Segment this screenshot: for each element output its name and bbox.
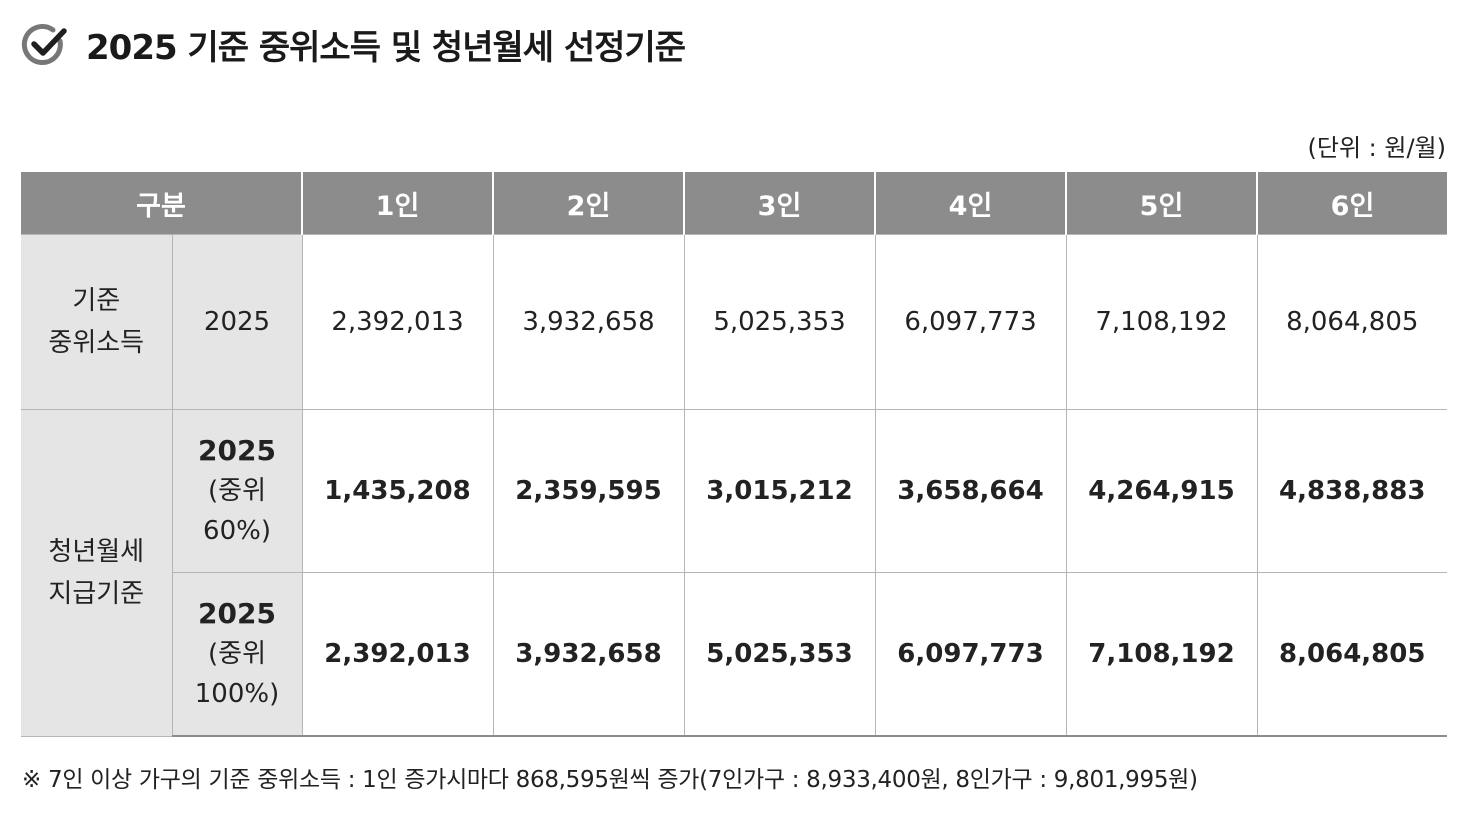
sub-pct: 100%) bbox=[194, 679, 280, 709]
page-title: 2025 기준 중위소득 및 청년월세 선정기준 bbox=[86, 28, 686, 68]
value-cell: 7,108,192 bbox=[1065, 572, 1258, 737]
header-6-person: 6인 bbox=[1256, 172, 1447, 235]
sub-year: 2025 bbox=[198, 434, 276, 467]
category-youth-rent: 청년월세 지급기준 bbox=[21, 409, 173, 737]
sub-pct: (중위 bbox=[208, 476, 266, 506]
income-criteria-table: 구분 1인 2인 3인 4인 5인 6인 기준 중위소득 2025 2,392,… bbox=[21, 172, 1447, 737]
value-cell: 5,025,353 bbox=[683, 234, 876, 410]
category-line: 지급기준 bbox=[48, 578, 145, 609]
value-cell: 4,838,883 bbox=[1256, 409, 1447, 573]
header-5-person: 5인 bbox=[1065, 172, 1258, 235]
unit-note: (단위 : 원/월) bbox=[1307, 134, 1446, 162]
table-row: 청년월세 지급기준 2025 (중위 60%) 1,435,208 2,359,… bbox=[21, 409, 1447, 737]
header-3-person: 3인 bbox=[683, 172, 876, 235]
header-2-person: 2인 bbox=[492, 172, 685, 235]
value-cell: 1,435,208 bbox=[301, 409, 494, 573]
header-category: 구분 bbox=[21, 172, 303, 235]
value-cell: 6,097,773 bbox=[874, 572, 1067, 737]
category-line: 중위소득 bbox=[48, 328, 145, 358]
category-line: 기준 bbox=[72, 286, 121, 316]
sub-criteria-60: 2025 (중위 60%) bbox=[171, 409, 303, 573]
sub-pct: 60%) bbox=[203, 516, 271, 546]
value-cell: 8,064,805 bbox=[1256, 234, 1447, 410]
value-cell: 2,359,595 bbox=[492, 409, 685, 573]
value-cell: 3,658,664 bbox=[874, 409, 1067, 573]
table-header-row: 구분 1인 2인 3인 4인 5인 6인 bbox=[21, 172, 1447, 235]
table-row: 2025 (중위 100%) 2,392,013 3,932,658 5,025… bbox=[21, 572, 1447, 737]
sub-criteria-100: 2025 (중위 100%) bbox=[172, 572, 303, 737]
header-4-person: 4인 bbox=[874, 172, 1067, 235]
check-circle-icon bbox=[21, 23, 67, 65]
value-cell: 8,064,805 bbox=[1256, 572, 1447, 737]
value-cell: 2,392,013 bbox=[301, 572, 494, 737]
title-row: 2025 기준 중위소득 및 청년월세 선정기준 bbox=[20, 20, 686, 69]
footnote: ※ 7인 이상 가구의 기준 중위소득 : 1인 증가시마다 868,595원씩… bbox=[22, 767, 1198, 793]
value-cell: 4,264,915 bbox=[1065, 409, 1258, 573]
header-1-person: 1인 bbox=[301, 172, 494, 235]
sub-pct: (중위 bbox=[208, 639, 266, 669]
value-cell: 3,932,658 bbox=[492, 234, 685, 410]
category-line: 청년월세 bbox=[48, 536, 145, 567]
value-cell: 6,097,773 bbox=[874, 234, 1067, 410]
sub-year: 2025 bbox=[198, 597, 276, 630]
table-row: 기준 중위소득 2025 2,392,013 3,932,658 5,025,3… bbox=[21, 234, 1447, 410]
sub-year: 2025 bbox=[171, 234, 303, 410]
value-cell: 3,015,212 bbox=[683, 409, 876, 573]
value-cell: 7,108,192 bbox=[1065, 234, 1258, 410]
value-cell: 2,392,013 bbox=[301, 234, 494, 410]
value-cell: 5,025,353 bbox=[683, 572, 876, 737]
value-cell: 3,932,658 bbox=[492, 572, 685, 737]
category-median-income: 기준 중위소득 bbox=[21, 234, 173, 410]
